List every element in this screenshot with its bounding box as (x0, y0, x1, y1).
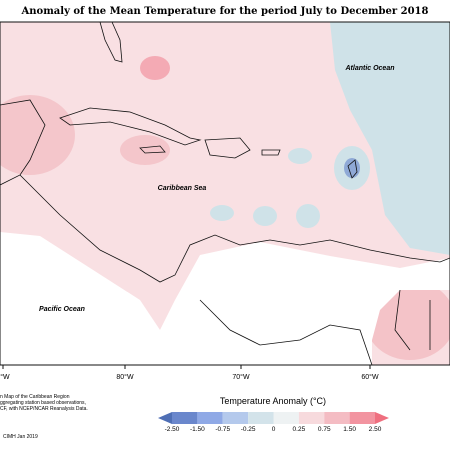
map: Atlantic Ocean Caribbean Sea Pacific Oce… (0, 21, 450, 366)
cool-area (344, 158, 360, 178)
coastline (59, 107, 202, 146)
coastline (204, 137, 251, 159)
legend-tick-label: 0.25 (293, 426, 306, 433)
warm-area (140, 56, 170, 80)
legend-tick-label: -0.25 (241, 426, 256, 433)
legend-swatch (197, 412, 223, 424)
map-label: Pacific Ocean (39, 306, 85, 313)
coastline (139, 145, 166, 154)
coastline (0, 99, 46, 186)
footer-note: n Map of the Caribbean Region (0, 394, 70, 400)
longitude-label: 0°W (0, 373, 10, 381)
cool-area (253, 206, 277, 226)
legend: Temperature Anomaly (°C) -2.50 -1.50 -0.75… (158, 396, 389, 433)
legend-swatch (172, 412, 198, 424)
footer-credit: CIMH Jan 2019 (3, 434, 38, 440)
legend-tick-label: -0.75 (215, 426, 230, 433)
cool-area (288, 148, 312, 164)
legend-swatch (324, 412, 350, 424)
cool-area (330, 22, 450, 255)
coastline (261, 149, 281, 156)
legend-swatch (248, 412, 274, 424)
footer-note: ggregating station based observations, (0, 400, 86, 406)
legend-title: Temperature Anomaly (°C) (220, 396, 326, 406)
map-label: Caribbean Sea (158, 185, 207, 192)
map-frame (0, 21, 450, 366)
legend-tick-label: 0 (272, 426, 276, 433)
no-data (160, 242, 450, 365)
legend-swatch (298, 412, 325, 424)
legend-swatch (349, 412, 375, 424)
coastline (99, 21, 123, 63)
longitude-label: 80°W (116, 373, 134, 381)
title: Anomaly of the Mean Temperature for the … (21, 6, 429, 17)
cool-area (210, 205, 234, 221)
legend-tick-label: 2.50 (369, 426, 382, 433)
cool-area (296, 204, 320, 228)
legend-swatch (158, 412, 172, 424)
coastline (19, 174, 450, 283)
longitude-label: 70°W (232, 373, 250, 381)
longitude-labels: 0°W 80°W 70°W 60°W (0, 365, 379, 381)
legend-swatch (222, 412, 249, 424)
legend-tick-label: -2.50 (165, 426, 180, 433)
footer-note: CF, with NCEP/NCAR Reanalysis Data. (0, 406, 88, 412)
warm-area (120, 135, 170, 165)
legend-swatch (273, 412, 299, 424)
border (199, 289, 431, 366)
legend-tick-label: 0.75 (318, 426, 331, 433)
longitude-label: 60°W (361, 373, 379, 381)
footer: n Map of the Caribbean Region ggregating… (0, 394, 88, 440)
legend-tick-label: -1.50 (190, 426, 205, 433)
coastline (347, 159, 358, 179)
map-label: Atlantic Ocean (344, 65, 394, 72)
legend-swatch (375, 412, 389, 424)
legend-tick-label: 1.50 (343, 426, 356, 433)
no-data (0, 232, 160, 365)
warm-area (0, 95, 75, 175)
